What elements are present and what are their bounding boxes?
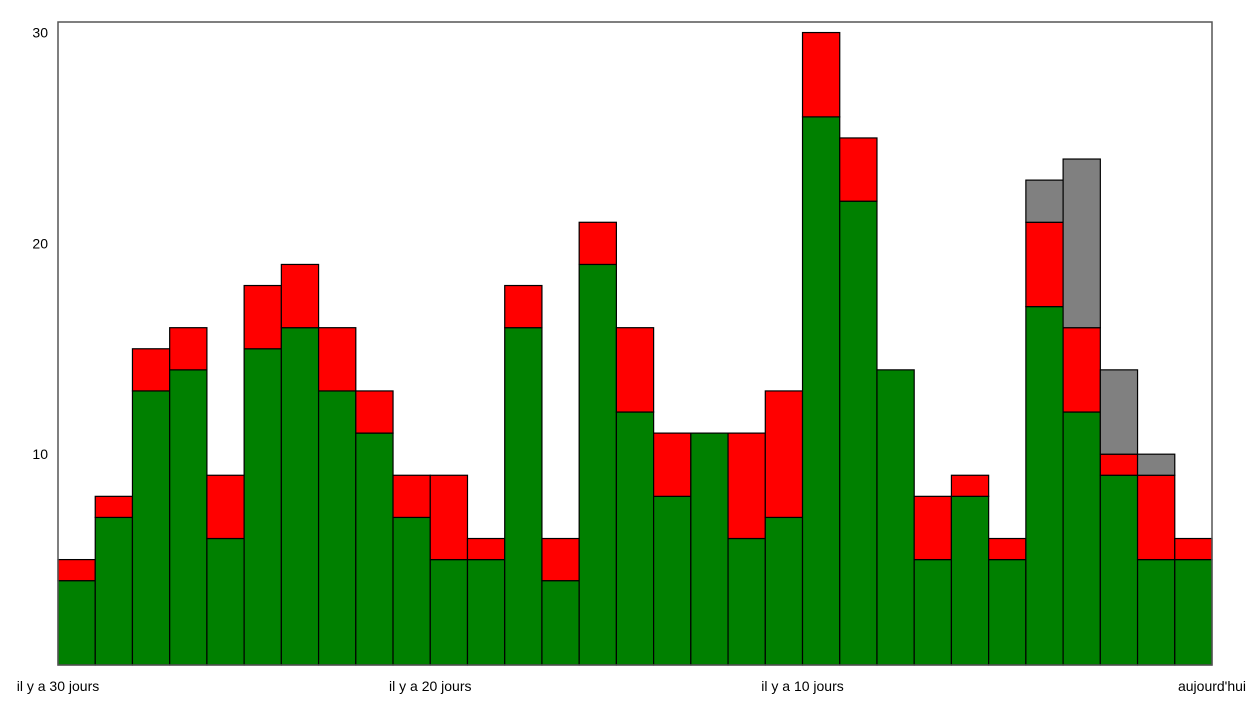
bar-segment-green-27 <box>1025 306 1064 666</box>
bar-segment-red-2 <box>94 495 134 519</box>
y-tick-label: 20 <box>32 235 48 251</box>
bar-segment-gray-29 <box>1099 369 1139 455</box>
bar-segment-red-26 <box>988 537 1027 561</box>
bar-segment-red-9 <box>355 390 394 434</box>
bar-segment-green-15 <box>578 263 617 666</box>
bar-segment-green-1 <box>57 580 96 666</box>
bar-segment-green-20 <box>764 516 804 666</box>
bar-segment-gray-30 <box>1136 453 1176 476</box>
bar-segment-green-19 <box>727 537 766 666</box>
bar-segment-red-19 <box>727 432 766 540</box>
bar-segment-green-13 <box>504 327 543 666</box>
bar-segment-green-10 <box>392 516 431 666</box>
bar-segment-red-8 <box>317 327 357 392</box>
bar-segment-green-6 <box>243 348 282 666</box>
y-tick-label: 10 <box>32 446 48 462</box>
bar-segment-green-3 <box>131 390 171 666</box>
y-tick-label: 30 <box>32 25 48 41</box>
x-axis-ticks: il y a 30 jours il y a 20 jours il y a 10 … <box>17 678 1246 694</box>
bar-segment-red-10 <box>392 474 431 519</box>
bar-segment-green-9 <box>355 432 394 666</box>
bar-segment-red-12 <box>466 537 506 561</box>
bar-segment-gray-28 <box>1062 158 1101 329</box>
bar-segment-red-30 <box>1136 474 1176 561</box>
bars-layer <box>57 31 1213 666</box>
x-tick-label: il y a 10 jours <box>761 678 843 694</box>
bar-segment-green-22 <box>839 200 878 666</box>
bar-segment-green-31 <box>1174 558 1213 666</box>
bar-segment-green-18 <box>690 432 729 666</box>
bar-segment-green-30 <box>1136 558 1176 666</box>
bar-segment-green-24 <box>913 558 953 666</box>
bar-segment-red-7 <box>280 263 320 329</box>
x-tick-label: aujourd'hui <box>1178 678 1246 694</box>
bar-segment-red-29 <box>1099 453 1139 476</box>
bar-segment-green-21 <box>801 116 841 666</box>
bar-segment-red-25 <box>950 474 990 497</box>
bar-segment-red-28 <box>1062 327 1101 413</box>
bar-segment-gray-27 <box>1025 179 1064 223</box>
bar-segment-red-22 <box>839 137 878 202</box>
bar-segment-green-23 <box>876 369 915 666</box>
bar-segment-red-20 <box>764 390 804 519</box>
bar-segment-red-11 <box>429 474 469 561</box>
x-tick-label: il y a 30 jours <box>17 678 99 694</box>
bar-segment-red-21 <box>801 31 841 118</box>
x-tick-label: il y a 20 jours <box>389 678 471 694</box>
bar-segment-green-14 <box>541 580 580 666</box>
bar-segment-red-15 <box>578 221 617 266</box>
bar-segment-red-17 <box>653 432 692 497</box>
bar-segment-red-5 <box>206 474 245 540</box>
bar-segment-green-26 <box>988 558 1027 666</box>
bar-segment-red-27 <box>1025 221 1064 308</box>
bar-segment-red-16 <box>615 327 655 413</box>
bar-segment-red-14 <box>541 537 580 582</box>
bar-segment-red-13 <box>504 284 543 329</box>
bar-segment-green-4 <box>169 369 208 666</box>
bar-segment-green-17 <box>653 495 692 666</box>
bar-segment-red-24 <box>913 495 953 561</box>
bar-segment-red-6 <box>243 284 282 350</box>
bar-segment-green-7 <box>280 327 320 666</box>
bar-segment-green-12 <box>466 558 506 666</box>
bar-segment-red-4 <box>169 327 208 371</box>
bar-segment-green-11 <box>429 558 469 666</box>
bar-segment-green-28 <box>1062 411 1101 666</box>
bar-segment-green-25 <box>950 495 990 666</box>
bar-segment-green-5 <box>206 537 245 666</box>
bar-segment-red-31 <box>1174 537 1213 561</box>
bar-segment-green-29 <box>1099 474 1139 666</box>
y-axis-ticks: 10 20 30 <box>32 25 48 463</box>
bar-segment-green-16 <box>615 411 655 666</box>
bar-segment-green-2 <box>94 516 134 666</box>
bar-segment-red-1 <box>57 558 96 582</box>
bar-segment-red-3 <box>131 348 171 392</box>
bar-segment-green-8 <box>317 390 357 666</box>
plot-frame <box>57 21 1213 666</box>
